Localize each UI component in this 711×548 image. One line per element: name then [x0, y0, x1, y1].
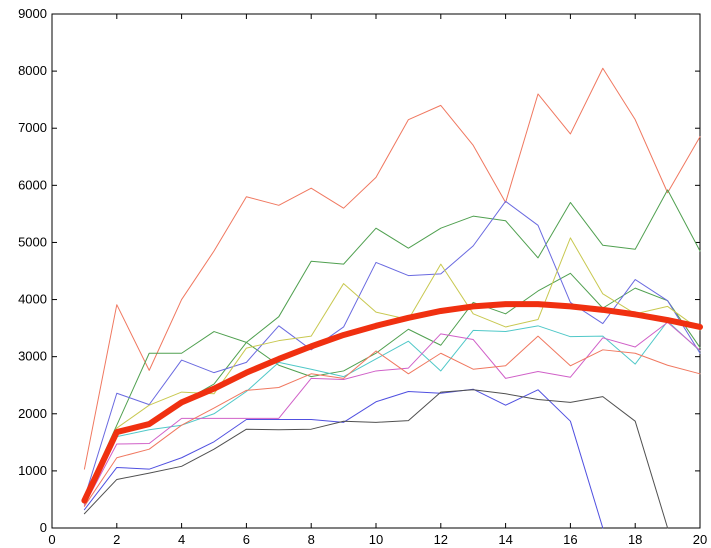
y-tick-label: 0 [40, 520, 47, 535]
y-tick-label: 1000 [18, 463, 47, 478]
x-tick-label: 6 [243, 532, 250, 547]
x-tick-label: 16 [563, 532, 577, 547]
y-tick-label: 2000 [18, 406, 47, 421]
x-tick-label: 14 [498, 532, 512, 547]
x-tick-label: 0 [48, 532, 55, 547]
series-line-10 [83, 389, 669, 529]
y-tick-label: 6000 [18, 177, 47, 192]
y-tick-label: 5000 [18, 234, 47, 249]
axes-frame [51, 13, 701, 529]
series-line-5 [83, 237, 701, 502]
series-line-1 [83, 67, 701, 470]
x-tick-label: 10 [369, 532, 383, 547]
x-tick-label: 2 [113, 532, 120, 547]
axis-ticks: 0 2 4 6 8 10 12 14 16 18 20 0 1000 2000 3000 4000 5000 60… [18, 6, 707, 547]
series-line-9 [83, 388, 604, 529]
series-layer [81, 67, 703, 529]
series-line-8 [83, 335, 701, 507]
mean-series-line [81, 301, 703, 504]
plot-frame [51, 13, 701, 529]
x-tick-label: 12 [434, 532, 448, 547]
x-tick-label: 20 [693, 532, 707, 547]
y-tick-label: 4000 [18, 292, 47, 307]
x-tick-label: 8 [308, 532, 315, 547]
y-tick-label: 3000 [18, 349, 47, 364]
series-line-4 [83, 200, 701, 499]
y-tick-label: 8000 [18, 63, 47, 78]
y-tick-label: 7000 [18, 120, 47, 135]
x-tick-label: 4 [178, 532, 185, 547]
y-tick-label: 9000 [18, 6, 47, 21]
series-line-2 [83, 189, 701, 498]
series-line-6 [83, 320, 701, 505]
x-tick-label: 18 [628, 532, 642, 547]
series-line-7 [83, 321, 701, 506]
